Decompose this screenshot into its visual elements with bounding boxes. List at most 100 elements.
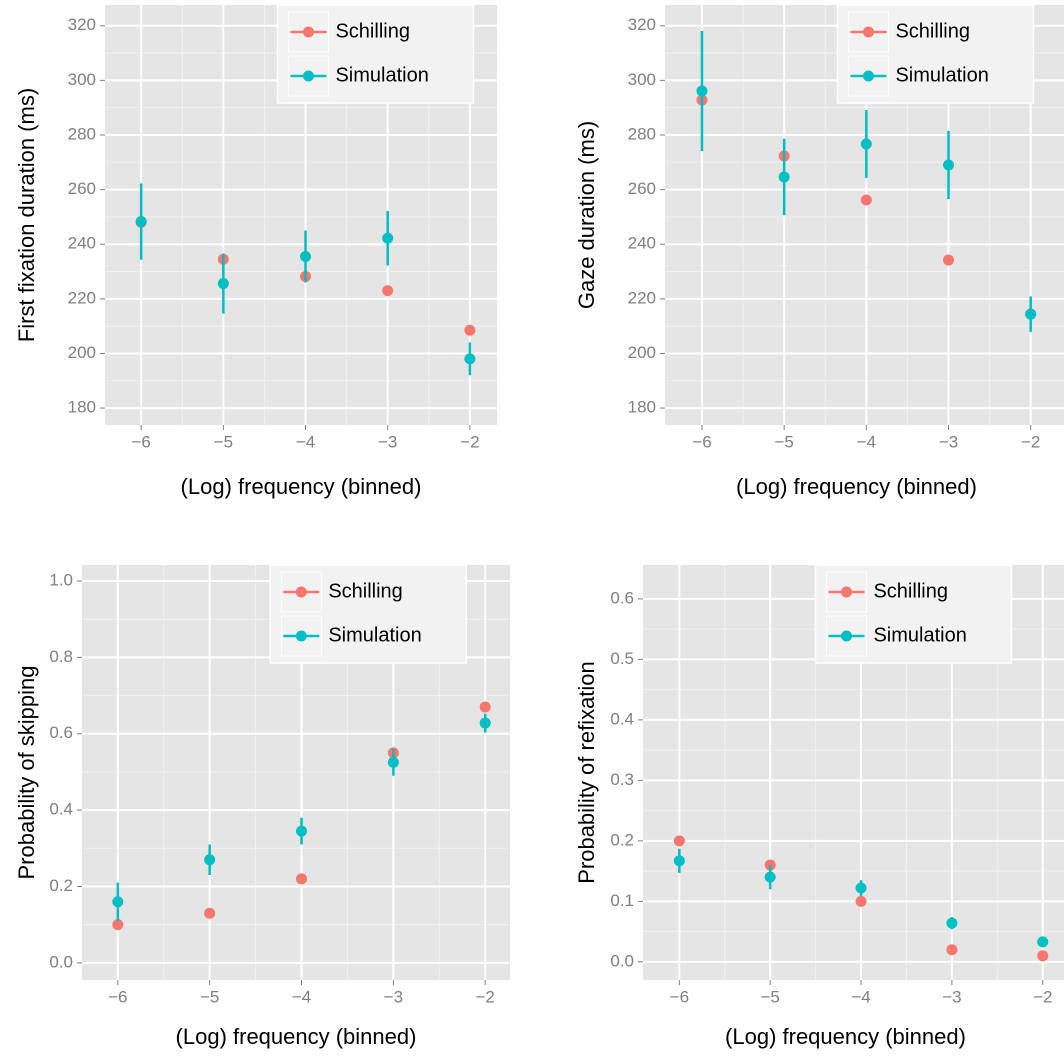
legend: Schilling Simulation [814, 564, 1013, 664]
x-tick-label: −4 [851, 987, 870, 1006]
point [1037, 936, 1049, 948]
legend-point [840, 630, 852, 642]
legend-label: Schilling [873, 580, 947, 602]
y-tick-label: 280 [68, 124, 96, 143]
point [204, 854, 216, 866]
point [479, 717, 491, 729]
point [673, 855, 685, 867]
point [464, 353, 476, 365]
x-tick-label: −3 [384, 987, 403, 1006]
x-tick-label: −5 [760, 987, 779, 1006]
x-tick-label: −3 [939, 432, 958, 451]
point [1025, 308, 1037, 320]
legend-point [295, 630, 307, 642]
x-tick-label: −5 [774, 432, 793, 451]
legend-label: Simulation [328, 624, 421, 646]
y-axis-title: Gaze duration (ms) [574, 121, 599, 309]
y-tick-label: 0.8 [49, 647, 73, 666]
point [296, 873, 308, 885]
legend-label: Simulation [895, 64, 988, 86]
y-tick-label: 300 [628, 70, 656, 89]
x-tick-label: −3 [942, 987, 961, 1006]
y-tick-label: 180 [68, 398, 96, 417]
legend-point [302, 70, 314, 82]
panel: 180 200 220 240 260 280 300 320 −6 −5 −4 −3 −2 (Log) … [14, 4, 497, 499]
point [673, 835, 685, 847]
legend-point [295, 586, 307, 598]
x-tick-label: −4 [857, 432, 876, 451]
y-tick-label: 260 [628, 179, 656, 198]
x-axis-title: (Log) frequency (binned) [181, 474, 422, 499]
point [387, 756, 399, 768]
point [204, 907, 216, 919]
x-tick-label: −6 [670, 987, 689, 1006]
x-tick-label: −3 [378, 432, 397, 451]
point [860, 194, 872, 206]
point [860, 138, 872, 150]
x-tick-label: −4 [292, 987, 311, 1006]
legend: Schilling Simulation [269, 564, 468, 664]
x-tick-label: −2 [476, 987, 495, 1006]
y-tick-label: 260 [68, 179, 96, 198]
y-tick-label: 220 [68, 288, 96, 307]
panel: 0.0 0.2 0.4 0.6 0.8 1.0 −6 −5 −4 −3 −2 (Log) freque… [14, 564, 510, 1049]
point [696, 85, 708, 97]
y-tick-label: 0.4 [49, 800, 73, 819]
point [296, 825, 308, 837]
x-tick-label: −6 [108, 987, 127, 1006]
point [217, 278, 229, 290]
y-tick-label: 300 [68, 70, 96, 89]
legend-point [302, 26, 314, 38]
point [112, 919, 124, 931]
point [479, 701, 491, 713]
point [112, 896, 124, 908]
point [855, 895, 867, 907]
y-tick-label: 240 [68, 234, 96, 253]
x-tick-label: −4 [296, 432, 315, 451]
point [764, 871, 776, 883]
point [943, 159, 955, 171]
legend: Schilling Simulation [276, 4, 475, 104]
point [382, 232, 394, 244]
legend-point [840, 586, 852, 598]
x-tick-label: −2 [460, 432, 479, 451]
y-tick-label: 320 [628, 15, 656, 34]
y-tick-label: 320 [68, 15, 96, 34]
plot-area [665, 5, 1064, 425]
legend-point [862, 26, 874, 38]
x-tick-label: −2 [1033, 987, 1052, 1006]
legend-label: Schilling [328, 580, 402, 602]
legend: Schilling Simulation [836, 4, 1035, 104]
x-tick-label: −5 [200, 987, 219, 1006]
y-tick-label: 0.6 [610, 588, 634, 607]
legend-label: Schilling [895, 20, 969, 42]
point [943, 254, 955, 266]
point [300, 251, 312, 263]
point [778, 171, 790, 183]
y-tick-label: 0.2 [49, 876, 73, 895]
y-tick-label: 0.5 [610, 649, 634, 668]
y-tick-label: 220 [628, 288, 656, 307]
y-tick-label: 0.0 [49, 952, 73, 971]
x-tick-label: −5 [214, 432, 233, 451]
y-axis-title: First fixation duration (ms) [14, 88, 39, 342]
y-tick-label: 0.4 [610, 709, 634, 728]
y-tick-label: 0.0 [610, 951, 634, 970]
panel: 180 200 220 240 260 280 300 320 −6 −5 −4 −3 −2 (Log) … [574, 4, 1064, 499]
x-axis-title: (Log) frequency (binned) [736, 474, 977, 499]
y-axis-title: Probability of refixation [574, 661, 599, 884]
y-tick-label: 200 [628, 343, 656, 362]
y-tick-label: 0.3 [610, 770, 634, 789]
y-tick-label: 180 [628, 398, 656, 417]
point [1037, 950, 1049, 962]
point [382, 285, 394, 297]
legend-label: Simulation [335, 64, 428, 86]
y-tick-label: 0.2 [610, 830, 634, 849]
y-tick-label: 1.0 [49, 571, 73, 590]
y-tick-label: 240 [628, 234, 656, 253]
legend-label: Schilling [335, 20, 409, 42]
point [135, 216, 147, 228]
x-tick-label: −6 [692, 432, 711, 451]
